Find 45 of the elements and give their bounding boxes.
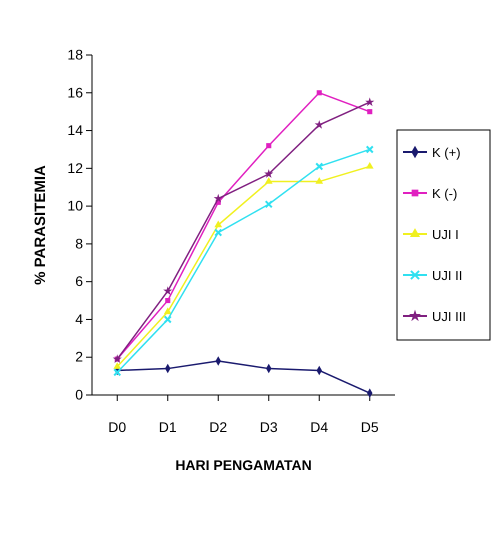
point: [315, 162, 324, 170]
point: [367, 109, 372, 114]
x-tick-label: D2: [209, 419, 228, 435]
point: [214, 194, 223, 202]
point: [366, 145, 374, 154]
point: [316, 90, 322, 96]
y-tick-label: 6: [75, 273, 84, 290]
y-tick-label: 0: [75, 386, 84, 402]
y-tick-label: 10: [67, 198, 84, 214]
point: [113, 362, 122, 369]
point: [266, 143, 272, 148]
point: [314, 120, 324, 129]
legend-label: UJI I: [432, 227, 459, 242]
x-tick-label: D0: [108, 419, 126, 435]
x-tick-label: D3: [260, 419, 278, 435]
point: [214, 228, 222, 237]
point: [264, 169, 274, 178]
point: [165, 298, 170, 304]
x-tick-label: D5: [360, 419, 379, 435]
point: [214, 220, 222, 228]
y-tick-label: 4: [75, 310, 84, 327]
legend-label: K (+): [432, 145, 461, 160]
point: [163, 286, 172, 296]
y-tick-label: 14: [67, 122, 84, 138]
point: [264, 200, 273, 208]
y-tick-label: 18: [67, 46, 84, 62]
legend-label: UJI III: [432, 309, 466, 324]
point: [113, 368, 122, 376]
point: [365, 97, 374, 106]
y-tick-label: 2: [75, 348, 84, 365]
x-tick-label: D1: [158, 419, 177, 435]
point: [164, 307, 172, 314]
y-axis-title: % PARASITEMIA: [32, 164, 49, 285]
point: [164, 315, 172, 324]
legend-label: UJI II: [432, 268, 462, 283]
point: [264, 177, 273, 184]
legend-label: K (-): [432, 186, 458, 201]
x-axis-title: HARI PENGAMATAN: [175, 457, 312, 473]
point: [315, 177, 324, 184]
x-tick-label: D4: [310, 419, 328, 435]
point: [366, 162, 374, 169]
y-tick-label: 16: [67, 84, 84, 100]
point: [112, 354, 122, 364]
y-tick-label: 8: [75, 235, 84, 252]
y-tick-label: 12: [67, 160, 84, 176]
